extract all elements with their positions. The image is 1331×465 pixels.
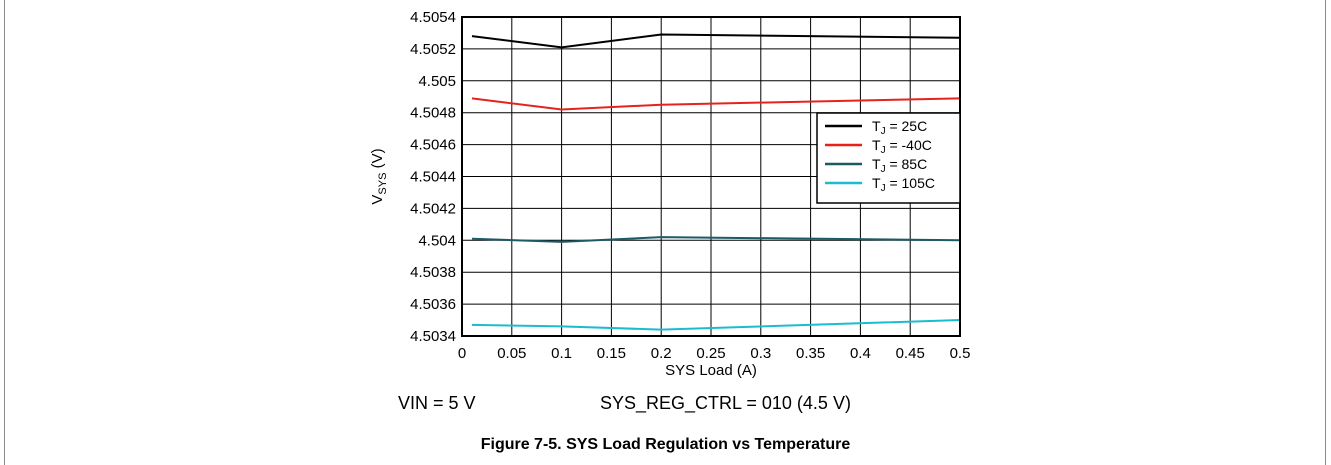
chart: 0 0.05 0.1 0.15 0.2 0.25 0.3 0.35 0.4 0.45 0.5 4.5… (369, 9, 971, 379)
y-tick-labels: 4.5034 4.5036 4.5038 4.504 4.5042 4.5044 4.504… (410, 9, 456, 345)
series-line (471, 33, 961, 49)
y-tick-label: 4.504 (418, 232, 456, 249)
x-tick-label: 0.4 (850, 345, 871, 362)
legend-label: TJ = 105C (872, 175, 935, 194)
y-tick-label: 4.5048 (410, 105, 456, 122)
x-tick-label: 0.45 (896, 345, 925, 362)
x-tick-label: 0 (458, 345, 466, 362)
figure-caption: Figure 7-5. SYS Load Regulation vs Tempe… (480, 436, 851, 453)
x-tick-label: 0.35 (796, 345, 825, 362)
y-tick-label: 4.5038 (410, 264, 456, 281)
sys-reg-ctrl-condition: SYS_REG_CTRL = 010 (4.5 V) (600, 393, 851, 413)
y-tick-label: 4.505 (418, 73, 456, 90)
x-tick-label: 0.3 (750, 345, 771, 362)
series-line (471, 319, 961, 331)
x-axis-label: SYS Load (A) (665, 362, 757, 379)
x-tick-label: 0.5 (950, 345, 971, 362)
vin-condition: VIN = 5 V (398, 393, 476, 413)
x-tick-label: 0.1 (551, 345, 572, 362)
x-tick-label: 0.05 (497, 345, 526, 362)
y-axis-label: VSYS (V) (369, 148, 389, 204)
y-tick-label: 4.5042 (410, 200, 456, 217)
y-tick-label: 4.5036 (410, 296, 456, 313)
y-tick-label: 4.5044 (410, 169, 456, 186)
y-axis-label-unit: (V) (369, 148, 386, 172)
legend-label: TJ = 85C (872, 156, 927, 175)
x-tick-label: 0.15 (597, 345, 626, 362)
series-line (471, 97, 961, 111)
figure-frame (4, 0, 1326, 465)
series-lines (471, 33, 961, 331)
legend-box (816, 112, 961, 204)
x-tick-label: 0.25 (696, 345, 725, 362)
y-tick-label: 4.5046 (410, 137, 456, 154)
y-tick-label: 4.5054 (410, 9, 456, 26)
series-line (471, 236, 961, 243)
x-tick-labels: 0 0.05 0.1 0.15 0.2 0.25 0.3 0.35 0.4 0.45 0.5 (458, 345, 971, 362)
y-tick-label: 4.5034 (410, 328, 456, 345)
y-axis-label-sub: SYS (377, 173, 389, 195)
x-tick-label: 0.2 (651, 345, 672, 362)
y-axis-label-main: V (369, 195, 386, 205)
legend-label: TJ = 25C (872, 118, 927, 137)
legend-label: TJ = -40C (872, 137, 932, 156)
y-tick-label: 4.5052 (410, 41, 456, 58)
